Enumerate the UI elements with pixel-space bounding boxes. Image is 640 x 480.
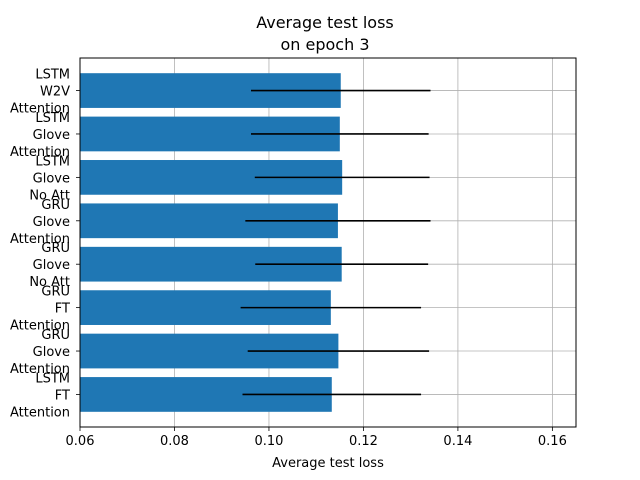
chart-title-line-2: on epoch 3 <box>280 35 369 54</box>
x-axis-label: Average test loss <box>272 456 384 471</box>
category-label-line: Attention <box>10 102 70 117</box>
category-label: GRU Glove Attention <box>10 198 70 247</box>
x-tick-label: 0.10 <box>254 434 283 449</box>
x-tick-label: 0.06 <box>66 434 95 449</box>
x-ticks: 0.06 0.08 0.10 0.12 0.14 0.16 <box>66 427 567 449</box>
category-label-line: GRU <box>41 285 70 300</box>
x-tick-label: 0.14 <box>443 434 472 449</box>
category-label-line: W2V <box>40 85 70 100</box>
category-label-line: No Att <box>29 188 70 203</box>
category-label-line: FT <box>55 302 70 317</box>
category-label-line: FT <box>55 388 70 403</box>
category-label-line: Attention <box>10 145 70 160</box>
category-label-line: Glove <box>33 258 70 273</box>
category-label-line: LSTM <box>35 111 70 126</box>
category-label-line: Attention <box>10 405 70 420</box>
category-label: LSTM W2V Attention <box>10 68 70 117</box>
category-label-line: Glove <box>33 345 70 360</box>
category-label: LSTM FT Attention <box>10 371 70 420</box>
x-tick-label: 0.08 <box>160 434 189 449</box>
category-label: GRU FT Attention <box>10 285 70 334</box>
category-label-line: GRU <box>41 328 70 343</box>
category-label: LSTM Glove Attention <box>10 111 70 160</box>
x-tick-label: 0.12 <box>349 434 378 449</box>
bars <box>80 73 343 412</box>
category-label-line: Attention <box>10 319 70 334</box>
category-label-line: No Att <box>29 275 70 290</box>
chart-title-line-1: Average test loss <box>256 13 394 32</box>
category-label-line: Glove <box>33 171 70 186</box>
category-label-line: Glove <box>33 128 70 143</box>
category-label-line: LSTM <box>35 68 70 83</box>
category-label-line: LSTM <box>35 154 70 169</box>
category-label-line: GRU <box>41 198 70 213</box>
grid <box>79 58 576 427</box>
plot-frame <box>79 57 577 428</box>
category-label-line: Glove <box>33 215 70 230</box>
error-bars <box>240 89 431 396</box>
x-tick-label: 0.16 <box>538 434 567 449</box>
category-label-line: GRU <box>41 241 70 256</box>
category-label-line: Attention <box>10 362 70 377</box>
y-labels: LSTMW2VAttentionLSTMGloveAttentionLSTMGl… <box>10 68 80 420</box>
category-label: GRU Glove No Att <box>29 241 70 290</box>
category-label-line: LSTM <box>35 371 70 386</box>
category-label: LSTM Glove No Att <box>29 154 70 203</box>
category-label: GRU Glove Attention <box>10 328 70 377</box>
category-label-line: Attention <box>10 232 70 247</box>
